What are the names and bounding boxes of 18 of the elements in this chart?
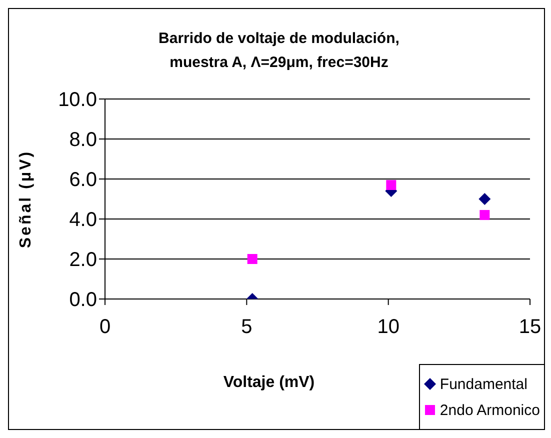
y-tick-label: 2.0: [69, 249, 97, 272]
x-tick-label: 5: [241, 316, 252, 338]
legend-label: Fundamental: [440, 376, 528, 392]
point: [386, 180, 396, 190]
point: [480, 210, 490, 220]
x-tick-label: 0: [99, 316, 111, 338]
y-tick-label: 6.0: [69, 169, 97, 192]
y-tick-label: 10.0: [58, 89, 97, 112]
y-tick-label: 4.0: [69, 209, 97, 232]
y-tick-label: 8.0: [69, 129, 97, 152]
point: [478, 193, 491, 205]
chart-title: Barrido de voltaje de modulación, muestra A, Λ=29μm, frec=30Hz: [158, 29, 400, 73]
x-axis-title: Voltaje (mV): [222, 374, 316, 392]
y-tick-label: 0.0: [69, 289, 97, 312]
x-tick-label: 15: [518, 316, 542, 338]
y-axis-title: Señal (μV): [18, 150, 35, 248]
x-tick-label: 10: [377, 316, 400, 338]
legend-label: 2ndo Armonico: [440, 402, 540, 418]
